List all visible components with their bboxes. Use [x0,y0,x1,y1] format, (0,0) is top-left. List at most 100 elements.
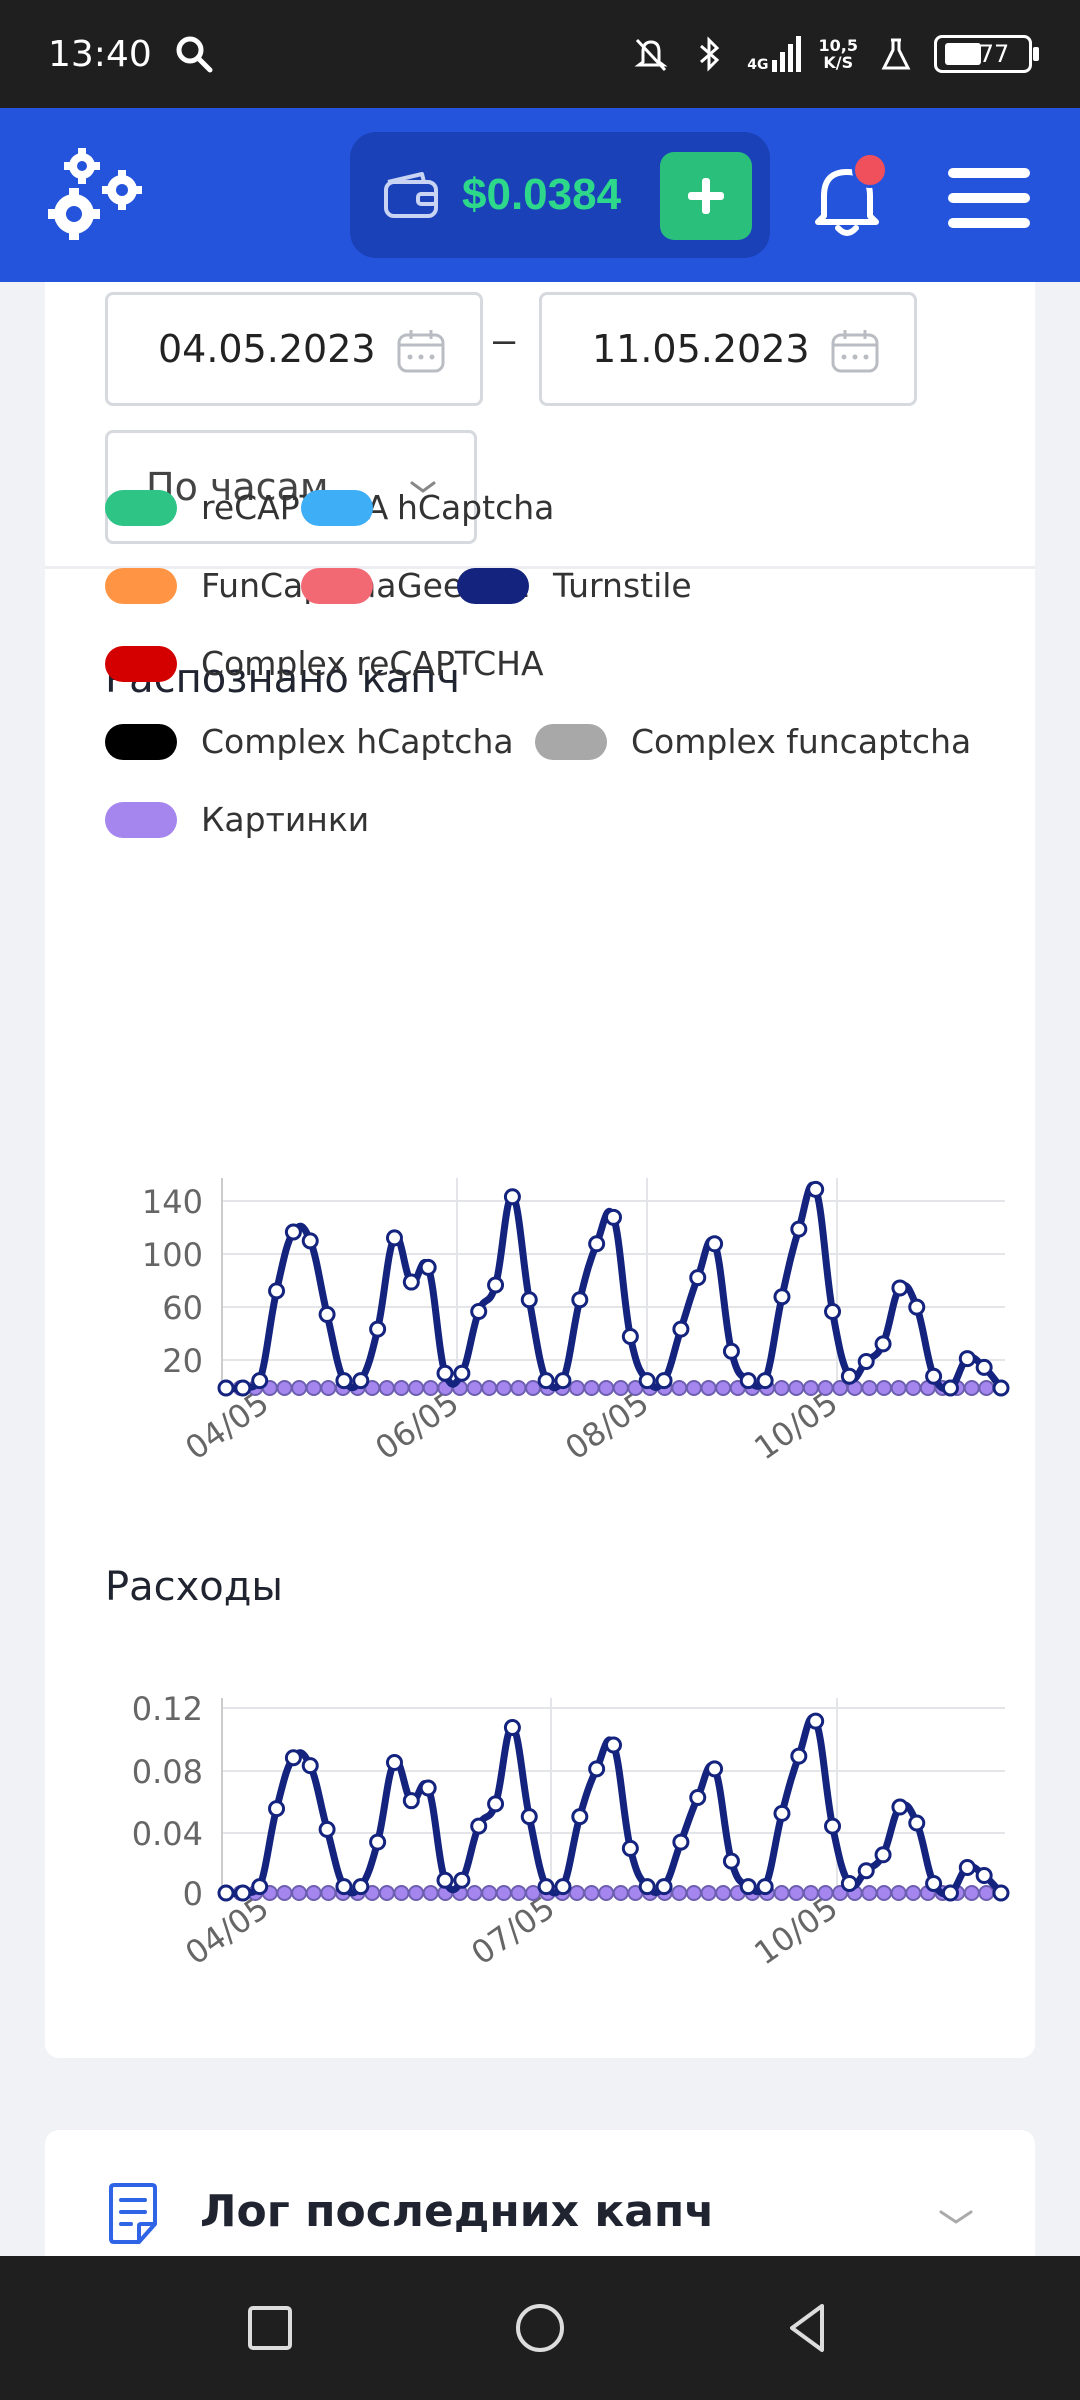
data-point [817,1885,834,1901]
data-point [689,1269,707,1287]
data-point [975,1358,993,1376]
x-tick-label: 10/05 [747,1383,844,1467]
notification-badge [852,152,888,188]
data-point [554,1878,572,1896]
legend-item[interactable]: Complex reCAPTCHA [105,644,544,683]
data-point [369,1833,387,1851]
data-point [992,1379,1010,1397]
wallet-balance[interactable]: $0.0384 [350,132,770,258]
data-point [941,1884,959,1902]
mute-icon [634,38,668,72]
data-point [385,1229,403,1247]
calendar-icon[interactable] [830,327,880,375]
search-icon [176,36,213,73]
data-point [773,1380,790,1396]
home-icon[interactable] [510,2298,570,2358]
data-point [605,1208,622,1226]
data-point [756,1372,774,1390]
data-point [568,1885,585,1901]
y-tick-label: 0.12 [132,1690,203,1728]
data-point [756,1878,774,1896]
log-section[interactable]: Лог последних капч [45,2130,1035,2260]
data-point [790,1747,808,1765]
data-point [466,1380,483,1396]
legend-label: hCaptcha [397,488,555,527]
data-point [251,1372,269,1390]
granularity-select[interactable]: По часам [105,430,477,544]
data-point [958,1859,976,1877]
data-point [369,1320,387,1338]
system-nav-bar [0,2256,1080,2400]
data-point [481,1380,498,1396]
data-point [874,1846,892,1864]
data-point [284,1749,302,1767]
y-tick-label: 0.08 [132,1753,203,1791]
legend-label: Complex reCAPTCHA [201,644,544,683]
hamburger-icon[interactable] [948,168,1030,228]
log-title: Лог последних капч [200,2186,715,2237]
data-point [378,1380,395,1396]
data-point [217,1884,235,1902]
data-point [817,1380,834,1396]
data-point [671,1380,688,1396]
data-point [655,1878,673,1896]
legend-swatch [535,723,607,760]
data-point [706,1760,724,1778]
date-from-field[interactable]: 04.05.2023 [105,292,483,406]
data-point [408,1885,425,1901]
data-point [276,1885,293,1901]
data-point [495,1885,512,1901]
data-point [802,1380,819,1396]
data-point [655,1372,673,1390]
data-point [685,1380,702,1396]
data-point [700,1885,717,1901]
data-point [393,1885,410,1901]
calendar-icon[interactable] [396,327,446,375]
data-point [217,1379,235,1397]
legend-item[interactable]: Turnstile [457,566,692,605]
data-point [671,1885,688,1901]
back-icon[interactable] [778,2298,838,2358]
data-point [840,1367,858,1385]
data-point [876,1885,893,1901]
x-tick-label: 06/05 [368,1383,465,1467]
add-funds-button[interactable] [660,152,752,240]
data-point [963,1885,980,1901]
data-point [571,1808,589,1826]
data-point [992,1884,1010,1902]
data-point [963,1380,980,1396]
legend-item[interactable]: hCaptcha [301,488,554,527]
data-point [715,1380,732,1396]
data-point [268,1282,286,1300]
data-point [807,1712,825,1730]
recent-apps-icon[interactable] [240,2298,300,2358]
data-point [234,1884,252,1902]
data-point [537,1878,555,1896]
data-point [571,1291,589,1309]
legend-item[interactable]: Картинки [105,800,369,839]
data-point [419,1258,437,1276]
data-point [612,1380,629,1396]
data-point [453,1871,471,1889]
data-point [419,1779,437,1797]
data-point [722,1342,740,1360]
bell-icon[interactable] [812,160,882,238]
data-point [588,1760,606,1778]
legend-item[interactable]: Complex funcaptcha [535,722,971,761]
data-point [638,1372,656,1390]
data-point [301,1757,319,1775]
data-point [672,1320,690,1338]
data-point [335,1372,353,1390]
legend-item[interactable]: Complex hCaptcha [105,722,514,761]
chevron-down-icon[interactable] [937,2206,975,2228]
data-point [773,1885,790,1901]
data-point [891,1798,909,1816]
data-point [422,1885,439,1901]
gears-icon[interactable] [44,146,148,246]
y-tick-label: 20 [162,1342,203,1380]
date-to-field[interactable]: 11.05.2023 [539,292,917,406]
data-point [958,1350,976,1368]
data-point [807,1180,825,1198]
data-point [890,1885,907,1901]
